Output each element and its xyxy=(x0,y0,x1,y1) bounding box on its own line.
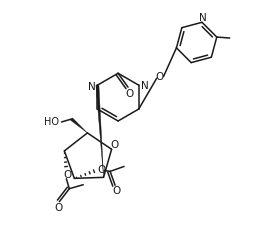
Text: O: O xyxy=(97,165,105,175)
Text: O: O xyxy=(155,72,164,82)
Text: O: O xyxy=(112,186,120,196)
Text: N: N xyxy=(141,81,148,91)
Text: O: O xyxy=(63,170,72,180)
Text: O: O xyxy=(125,89,133,99)
Polygon shape xyxy=(70,118,87,133)
Text: N: N xyxy=(199,13,207,23)
Text: O: O xyxy=(110,140,119,150)
Text: HO: HO xyxy=(44,117,59,127)
Text: N: N xyxy=(88,82,95,92)
Text: O: O xyxy=(54,203,62,213)
Polygon shape xyxy=(96,85,103,177)
